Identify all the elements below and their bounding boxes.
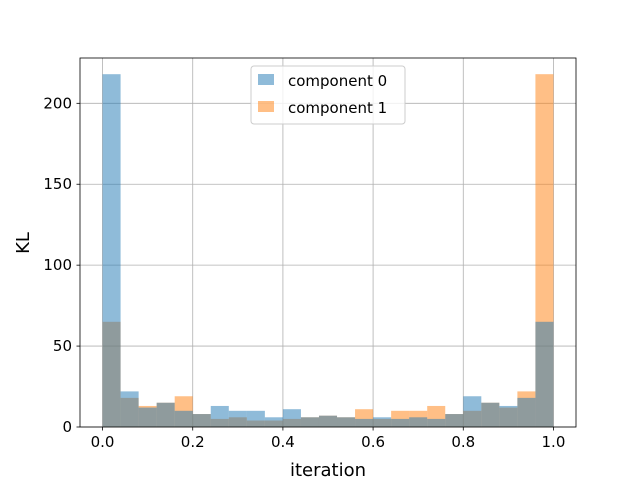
legend-box [250,65,406,125]
y-tick-label: 150 [43,175,72,193]
bar-component-0 [499,405,518,427]
x-axis-ticks: 0.0 0.2 0.4 0.6 0.8 1.0 [91,427,566,451]
bar-component-0 [318,415,338,427]
y-axis-label: KL [13,232,34,254]
bar-component-0 [517,397,536,427]
bar-component-0 [264,417,283,427]
bar-component-0 [481,402,500,427]
bar-component-0 [156,402,175,427]
x-tick-label: 0.8 [451,433,475,451]
x-tick-label: 0.4 [271,433,295,451]
x-axis-label: iteration [290,460,366,480]
legend-label-component-1: component 1 [288,99,387,117]
bar-component-0 [102,74,121,428]
bar-component-0 [282,409,301,427]
bar-component-0 [373,417,392,427]
bar-component-0 [210,405,229,427]
bar-component-0 [192,414,211,427]
y-tick-label: 200 [43,94,72,112]
bar-component-0 [228,410,247,427]
bar-component-0 [138,407,157,427]
legend-swatch-component-1 [258,101,274,112]
legend-swatch-component-0 [258,74,274,85]
bar-component-0 [300,417,319,427]
y-tick-label: 100 [43,256,72,274]
x-tick-label: 0.2 [181,433,205,451]
bar-component-0 [463,396,482,427]
bar-component-0 [174,410,193,427]
plot-frame [79,57,577,428]
bar-component-0 [337,417,356,427]
y-tick-label: 0 [62,418,72,436]
bar-component-0 [120,391,139,427]
y-axis-ticks: 0 50 100 150 200 [43,94,80,436]
legend: component 0 component 1 [250,65,406,125]
bar-component-0 [409,417,428,427]
bar-component-0 [246,410,265,427]
bar-component-0 [427,418,446,427]
x-tick-label: 0.0 [91,433,115,451]
legend-label-component-0: component 0 [288,72,387,90]
x-tick-label: 0.6 [361,433,385,451]
bar-component-0 [355,418,374,427]
bar-component-0 [535,321,554,427]
bars-component-0 [102,74,554,428]
x-tick-label: 1.0 [542,433,566,451]
bar-component-0 [445,414,464,427]
bar-component-0 [391,418,410,427]
y-tick-label: 50 [53,337,72,355]
